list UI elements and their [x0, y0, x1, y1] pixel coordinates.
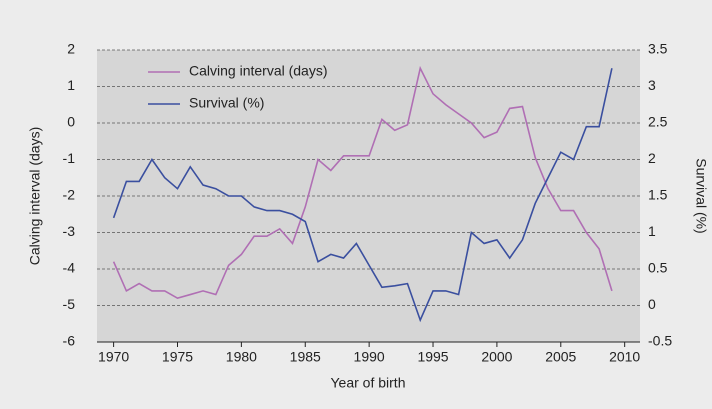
x-tick-label: 1975	[162, 349, 193, 365]
y-tick-label: -6	[63, 333, 76, 349]
y-tick-label: 2	[67, 41, 75, 57]
x-tick-label: 1970	[98, 349, 129, 365]
y2-tick-label: 0.5	[648, 260, 668, 276]
y2-tick-label: 2.5	[648, 114, 668, 130]
y-tick-label: -5	[63, 296, 76, 312]
y2-tick-label: 0	[648, 296, 656, 312]
y2-tick-label: 1.5	[648, 187, 668, 203]
legend-label: Survival (%)	[189, 95, 264, 111]
x-tick-label: 1980	[226, 349, 257, 365]
x-tick-label: 2005	[545, 349, 576, 365]
y2-axis-label: Survival (%)	[693, 158, 709, 233]
y2-tick-label: 2	[648, 150, 656, 166]
y-tick-label: -1	[63, 150, 76, 166]
y-axis-label: Calving interval (days)	[27, 127, 43, 266]
legend-label: Calving interval (days)	[189, 63, 328, 79]
y-tick-label: -4	[63, 260, 76, 276]
x-axis-label: Year of birth	[331, 375, 406, 391]
y2-tick-label: 3.5	[648, 41, 668, 57]
series-line	[112, 65, 613, 300]
y2-tick-label: 3	[648, 77, 656, 93]
x-tick-label: 2000	[481, 349, 512, 365]
series-line	[112, 68, 613, 323]
x-tick-label: 1985	[290, 349, 321, 365]
y-tick-label: 1	[67, 77, 75, 93]
y-tick-label: -2	[63, 187, 76, 203]
y-tick-label: -3	[63, 223, 76, 239]
x-tick-label: 2010	[609, 349, 640, 365]
y2-tick-label: -0.5	[648, 333, 672, 349]
x-tick-label: 1995	[417, 349, 448, 365]
x-tick-label: 1990	[354, 349, 385, 365]
y-tick-label: 0	[67, 114, 75, 130]
y2-tick-label: 1	[648, 223, 656, 239]
